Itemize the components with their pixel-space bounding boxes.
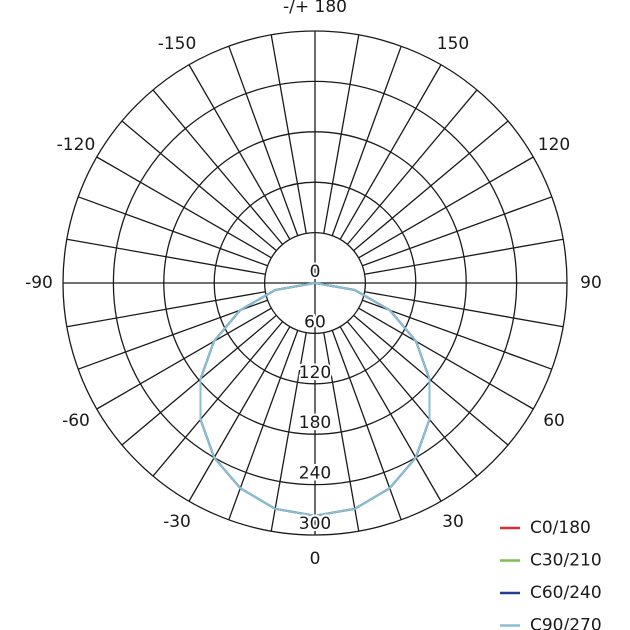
theta-tick-label: 150	[437, 34, 469, 54]
grid-spoke	[270, 34, 307, 234]
r-tick-label: 60	[304, 312, 326, 332]
theta-tick-label: -/+ 180	[283, 0, 347, 17]
r-tick-label: 180	[299, 413, 331, 433]
grid-spoke	[364, 238, 564, 275]
r-tick-label: 120	[299, 363, 331, 383]
theta-tick-label: -120	[57, 135, 96, 155]
grid-spoke	[362, 299, 553, 370]
grid-spoke	[188, 64, 291, 240]
legend-label: C30/210	[530, 551, 602, 571]
grid-spoke	[323, 34, 360, 234]
theta-tick-label: 120	[538, 135, 570, 155]
theta-tick-label: -90	[25, 273, 53, 293]
grid-spoke	[228, 45, 299, 236]
grid-spoke	[77, 196, 268, 267]
r-tick-label: 0	[310, 262, 321, 282]
legend-label: C90/270	[530, 616, 602, 630]
grid-spoke	[358, 156, 534, 259]
theta-tick-label: -150	[158, 34, 197, 54]
grid-spoke	[66, 291, 266, 328]
grid-spoke	[353, 120, 509, 252]
theta-tick-label: 0	[310, 549, 321, 569]
grid-spoke	[331, 330, 402, 521]
grid-spoke	[152, 89, 284, 245]
intensity-curve	[199, 282, 431, 517]
r-tick-label: 300	[299, 514, 331, 534]
theta-tick-label: 30	[442, 512, 464, 532]
grid-spoke	[346, 321, 478, 477]
grid-spoke	[96, 307, 272, 410]
grid-spoke	[358, 307, 534, 410]
grid-spoke	[339, 64, 442, 240]
grid-spoke	[364, 291, 564, 328]
grid-spoke	[339, 326, 442, 502]
grid-spoke	[323, 332, 360, 532]
grid-spoke	[77, 299, 268, 370]
grid-spoke	[152, 321, 284, 477]
grid-spoke	[121, 314, 277, 446]
theta-tick-label: 90	[580, 273, 602, 293]
grid-spoke	[270, 332, 307, 532]
grid-spoke	[66, 238, 266, 275]
grid-spoke	[353, 314, 509, 446]
r-tick-label: 240	[299, 464, 331, 484]
theta-tick-label: -30	[163, 512, 191, 532]
grid-spoke	[121, 120, 277, 252]
grid-spoke	[188, 326, 291, 502]
grid-spoke	[96, 156, 272, 259]
legend-label: C60/240	[530, 583, 602, 603]
grid-spoke	[362, 196, 553, 267]
theta-tick-label: -60	[62, 411, 90, 431]
grid-spoke	[228, 330, 299, 521]
legend-label: C0/180	[530, 518, 591, 538]
theta-tick-label: 60	[543, 411, 565, 431]
grid-spoke	[331, 45, 402, 236]
grid-spoke	[346, 89, 478, 245]
